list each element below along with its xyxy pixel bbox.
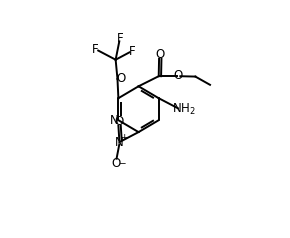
Text: O: O — [116, 72, 125, 84]
Text: F: F — [129, 45, 136, 58]
Text: O: O — [155, 48, 165, 61]
Text: O: O — [115, 115, 124, 128]
Text: O: O — [112, 157, 121, 170]
Text: O: O — [174, 69, 183, 82]
Text: N: N — [115, 136, 124, 149]
Text: NH$_2$: NH$_2$ — [172, 102, 196, 117]
Text: N: N — [110, 114, 119, 127]
Text: F: F — [117, 32, 124, 45]
Text: +: + — [120, 133, 128, 142]
Text: F: F — [92, 43, 98, 56]
Text: −: − — [117, 158, 125, 167]
